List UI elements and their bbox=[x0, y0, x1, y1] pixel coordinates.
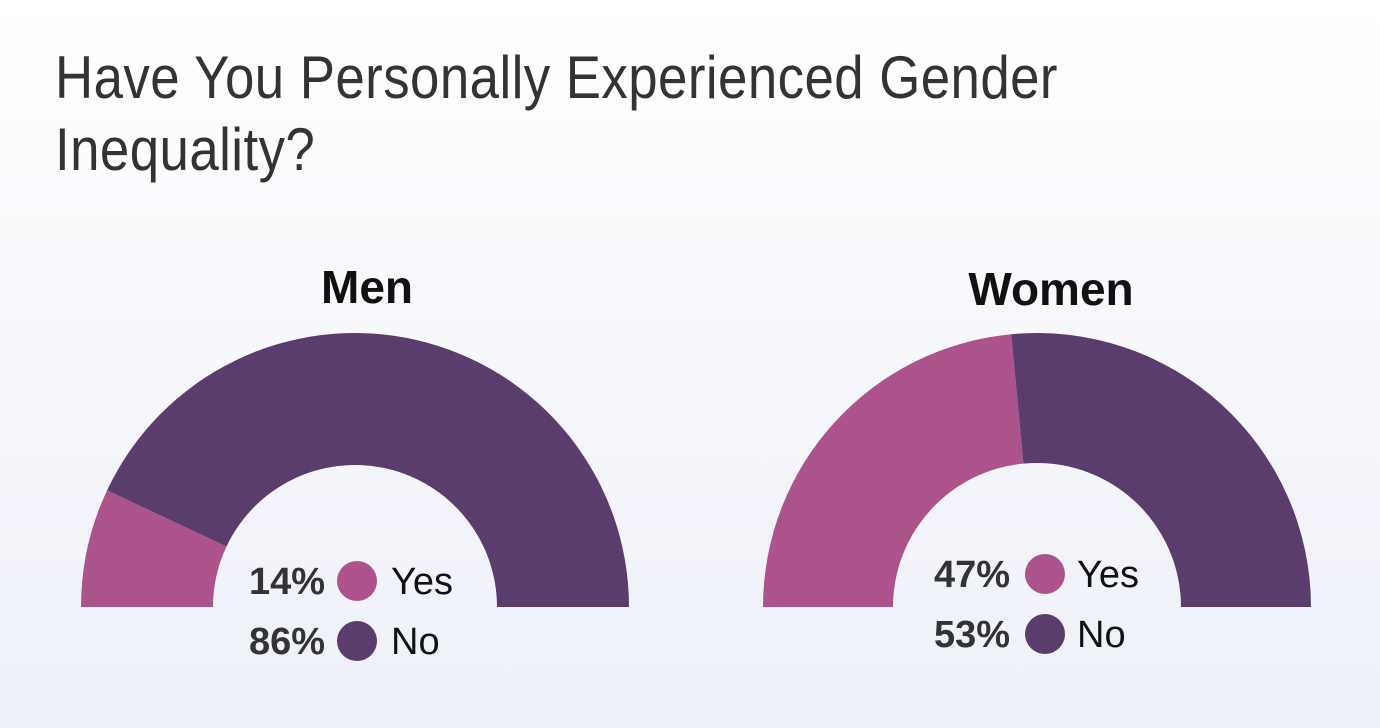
men-legend-swatch-no bbox=[337, 621, 377, 661]
men-legend-label-no: No bbox=[391, 621, 440, 663]
women-legend-label-no: No bbox=[1077, 614, 1126, 656]
women-value-yes: 47% bbox=[934, 554, 1010, 596]
men-slice-no bbox=[107, 332, 629, 607]
page-title: Have You Personally Experienced Gender I… bbox=[55, 44, 1058, 183]
women-legend-swatch-yes bbox=[1025, 554, 1065, 594]
men-slice-yes bbox=[81, 490, 227, 607]
women-legend-label-yes: Yes bbox=[1077, 554, 1139, 596]
men-value-yes: 14% bbox=[249, 561, 325, 603]
men-value-no: 86% bbox=[249, 621, 325, 663]
men-chart-title: Men bbox=[321, 261, 413, 313]
women-chart: Women 47% Yes 53% No bbox=[763, 263, 1311, 656]
women-slice-no bbox=[1011, 333, 1311, 607]
women-chart-title: Women bbox=[968, 263, 1133, 315]
women-slice-yes bbox=[763, 334, 1024, 607]
women-legend-swatch-no bbox=[1025, 614, 1065, 654]
men-chart: Men 14% Yes 86% No bbox=[81, 261, 629, 663]
women-value-no: 53% bbox=[934, 614, 1010, 656]
men-legend-label-yes: Yes bbox=[391, 561, 453, 603]
men-legend-swatch-yes bbox=[337, 561, 377, 601]
